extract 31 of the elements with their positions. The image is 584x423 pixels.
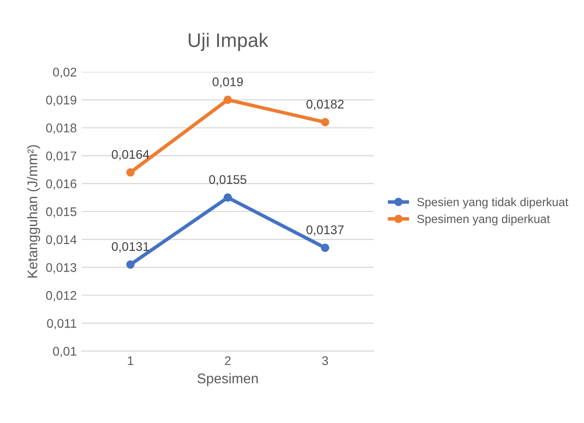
data-label: 0,0155	[209, 175, 246, 186]
x-tick-label: 1	[128, 356, 134, 366]
point	[320, 118, 330, 126]
y-axis-title: Ketangguhan (J/mm²)	[27, 145, 40, 278]
data-label: 0,0182	[306, 100, 344, 110]
x-tick-label: 2	[224, 356, 231, 366]
y-tick-label: 0,012	[46, 291, 76, 302]
point	[224, 96, 232, 104]
x-axis-title: Spesimen	[198, 373, 258, 386]
y-tick-label: 0,018	[46, 124, 76, 134]
x-tick-label: 3	[322, 356, 328, 366]
point	[224, 193, 232, 202]
y-tick-label: 0,013	[46, 263, 76, 274]
chart-title: Uji Impak	[188, 32, 268, 51]
y-tick-label: 0,02	[53, 68, 76, 78]
legend-label: Spesimen yang diperkuat	[417, 214, 550, 226]
point	[126, 260, 135, 269]
y-tick-label: 0,01	[53, 346, 76, 358]
point	[126, 168, 135, 177]
data-label: 0,0131	[112, 242, 149, 252]
y-tick-label: 0,011	[47, 318, 76, 330]
data-label: 0,019	[212, 77, 243, 88]
y-tick-label: 0,019	[46, 96, 76, 106]
y-tick-label: 0,015	[46, 207, 76, 218]
y-tick-label: 0,016	[46, 179, 76, 190]
y-tick-label: 0,017	[46, 151, 76, 162]
point	[320, 244, 330, 252]
legend-label: Spesien yang tidak diperkuat	[417, 198, 568, 209]
data-label: 0,0164	[112, 150, 150, 160]
y-tick-label: 0,014	[46, 235, 77, 246]
data-label: 0,0137	[306, 225, 344, 236]
